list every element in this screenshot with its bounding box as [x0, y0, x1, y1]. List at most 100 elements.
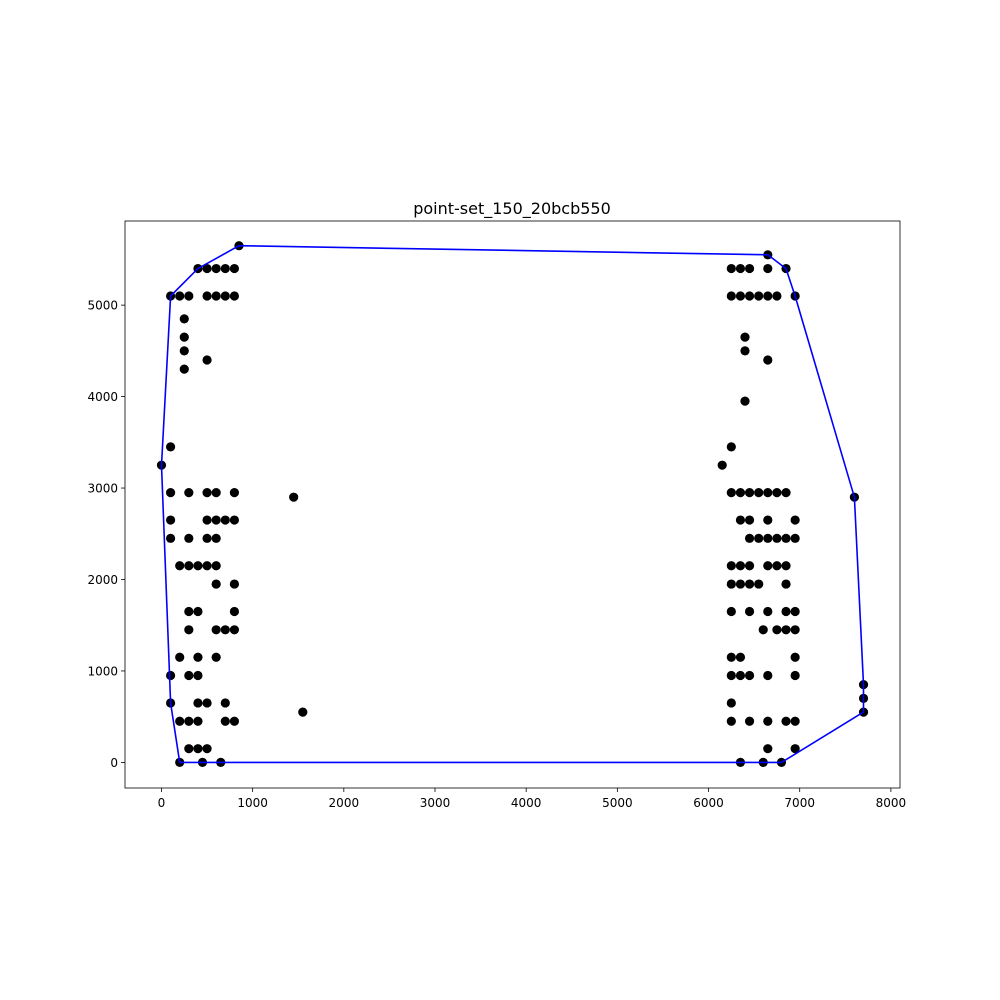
data-point — [763, 561, 773, 571]
data-point — [763, 488, 773, 498]
data-point — [211, 561, 221, 571]
data-point — [165, 533, 176, 543]
data-point — [740, 396, 750, 406]
data-point — [772, 625, 782, 635]
data-point — [229, 488, 240, 498]
data-point — [754, 533, 764, 543]
data-point — [179, 346, 189, 356]
data-point — [763, 263, 773, 274]
data-point — [758, 625, 768, 635]
x-tick-label: 3000 — [420, 796, 451, 810]
data-point — [193, 606, 203, 617]
data-point — [744, 515, 755, 525]
data-point — [202, 291, 212, 301]
data-point — [790, 533, 800, 543]
chart-title: point-set_150_20bcb550 — [413, 199, 611, 219]
data-point — [763, 355, 773, 365]
data-point — [229, 515, 240, 525]
data-point — [184, 488, 194, 498]
data-point — [202, 698, 212, 708]
data-point — [744, 533, 755, 543]
axes-frame — [124, 220, 901, 789]
data-point — [202, 355, 212, 365]
data-point — [763, 606, 773, 617]
data-point — [229, 606, 240, 617]
data-point — [193, 670, 203, 681]
data-point — [790, 716, 800, 726]
data-point — [184, 606, 194, 617]
data-point — [220, 291, 230, 301]
data-point — [193, 744, 203, 754]
y-tick-label: 2000 — [87, 573, 118, 587]
data-point — [211, 625, 221, 635]
data-point — [763, 670, 773, 681]
data-point — [790, 515, 800, 525]
data-point — [220, 515, 230, 525]
data-point — [229, 625, 240, 635]
x-tick-label: 6000 — [693, 796, 724, 810]
data-point — [184, 716, 194, 726]
data-point — [726, 652, 736, 662]
data-point — [193, 652, 203, 662]
data-point — [211, 533, 221, 543]
data-point — [220, 716, 230, 726]
data-point — [735, 291, 746, 301]
data-point — [744, 561, 755, 571]
x-tick-label: 4000 — [511, 796, 542, 810]
data-point — [735, 263, 746, 274]
data-point — [735, 515, 746, 525]
data-point — [763, 291, 773, 301]
data-point — [179, 364, 189, 374]
data-point — [175, 652, 185, 662]
y-tick-label: 5000 — [87, 299, 118, 313]
x-tick-label: 0 — [158, 796, 166, 810]
data-point — [763, 744, 773, 754]
data-point — [726, 579, 736, 589]
data-point — [781, 716, 791, 726]
data-point — [735, 579, 746, 589]
data-point — [193, 716, 203, 726]
hull-line — [160, 244, 865, 764]
data-point — [165, 515, 176, 525]
data-point — [740, 346, 750, 356]
data-point — [790, 670, 800, 681]
data-point — [781, 488, 791, 498]
data-point — [184, 291, 194, 301]
data-point — [790, 606, 800, 617]
data-point — [754, 579, 764, 589]
data-point — [179, 332, 189, 342]
data-point — [772, 561, 782, 571]
data-point — [744, 670, 755, 681]
data-point — [298, 707, 308, 717]
y-tick-label: 3000 — [87, 482, 118, 496]
data-point — [229, 579, 240, 589]
data-point — [175, 561, 185, 571]
data-point — [763, 716, 773, 726]
data-point — [229, 716, 240, 726]
data-point — [165, 488, 176, 498]
data-point — [179, 314, 189, 324]
data-point — [211, 652, 221, 662]
data-point — [184, 533, 194, 543]
data-point — [772, 488, 782, 498]
data-point — [229, 263, 240, 274]
data-point — [726, 670, 736, 681]
data-point — [754, 488, 764, 498]
data-point — [744, 579, 755, 589]
data-point — [744, 291, 755, 301]
data-point — [726, 291, 736, 301]
data-point — [202, 533, 212, 543]
y-tick-label: 1000 — [87, 664, 118, 678]
data-point — [726, 698, 736, 708]
data-point — [781, 561, 791, 571]
data-point — [781, 533, 791, 543]
data-point — [790, 625, 800, 635]
data-point — [220, 698, 230, 708]
data-point — [202, 561, 212, 571]
data-point — [781, 606, 791, 617]
x-tick-label: 7000 — [784, 796, 815, 810]
data-point — [790, 652, 800, 662]
data-point — [211, 515, 221, 525]
data-point — [193, 698, 203, 708]
